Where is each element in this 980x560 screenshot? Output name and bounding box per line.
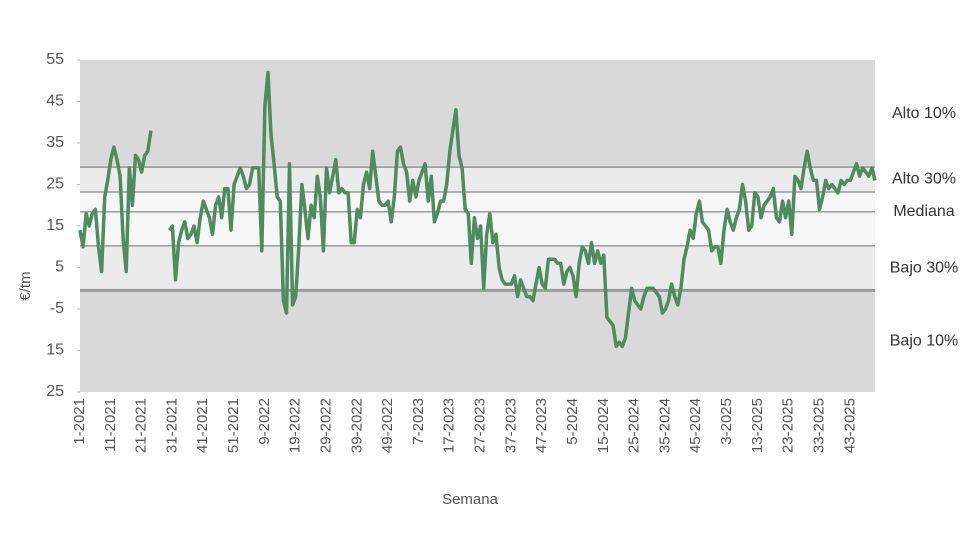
- x-tick-label: 25-2024: [626, 398, 643, 453]
- x-tick-label: 31-2021: [163, 398, 180, 453]
- x-tick-label: 21-2021: [133, 398, 150, 453]
- y-tick-label: 25: [46, 176, 64, 193]
- y-tick-label: -5: [50, 300, 64, 317]
- x-tick-label: 11-2021: [102, 398, 119, 452]
- x-axis-label: Semana: [442, 491, 499, 508]
- y-tick-label: 15: [46, 342, 64, 359]
- x-tick-label: 47-2023: [533, 398, 550, 453]
- x-tick-label: 35-2024: [656, 398, 673, 453]
- x-tick-label: 51-2021: [225, 398, 242, 453]
- y-tick-label: 25: [46, 383, 64, 400]
- x-tick-label: 13-2025: [749, 398, 766, 453]
- reference-label: Bajo 10%: [890, 332, 959, 349]
- x-tick-label: 45-2024: [687, 398, 704, 453]
- y-tick-label: 15: [46, 217, 64, 234]
- y-tick-label: 35: [46, 134, 64, 151]
- x-tick-label: 7-2023: [410, 398, 427, 445]
- y-tick-label: 55: [46, 51, 64, 68]
- x-tick-label: 5-2024: [564, 398, 581, 445]
- reference-label: Alto 30%: [892, 171, 956, 188]
- x-tick-label: 43-2025: [841, 398, 858, 453]
- reference-label: Mediana: [893, 203, 954, 220]
- x-tick-label: 49-2022: [379, 398, 396, 453]
- x-tick-label: 33-2025: [811, 398, 828, 453]
- x-tick-label: 23-2025: [780, 398, 797, 453]
- y-axis-label: €/tm: [17, 271, 34, 300]
- x-tick-label: 9-2022: [256, 398, 273, 445]
- x-tick-label: 17-2023: [441, 398, 458, 453]
- y-tick-label: 5: [55, 259, 64, 276]
- x-tick-label: 37-2023: [502, 398, 519, 453]
- x-tick-label: 29-2022: [317, 398, 334, 453]
- x-tick-label: 39-2022: [348, 398, 365, 453]
- x-tick-label: 1-2021: [71, 398, 88, 445]
- reference-label: Alto 10%: [892, 105, 956, 122]
- x-tick-label: 19-2022: [287, 398, 304, 453]
- data-line: [78, 70, 877, 349]
- y-tick-label: 45: [46, 93, 64, 110]
- x-tick-label: 41-2021: [194, 398, 211, 453]
- reference-label: Bajo 30%: [890, 259, 959, 276]
- x-tick-label: 15-2024: [595, 398, 612, 453]
- x-tick-label: 3-2025: [718, 398, 735, 445]
- x-tick-label: 27-2023: [472, 398, 489, 453]
